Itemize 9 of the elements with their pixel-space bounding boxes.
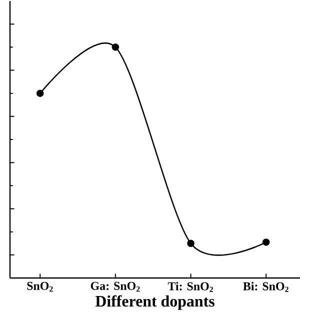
x-tick-label: SnO$_{2}$	[27, 282, 53, 292]
point	[36, 90, 44, 97]
point	[262, 238, 270, 246]
x-tick-label: Ti: SnO$_{2}$	[168, 282, 213, 292]
x-tick-label: Bi: SnO$_{2}$	[243, 282, 288, 292]
x-axis-title: Different dopants	[95, 295, 214, 310]
x-tick-label: Ga: SnO$_{2}$	[90, 282, 140, 292]
point	[187, 240, 194, 248]
point	[112, 44, 120, 51]
